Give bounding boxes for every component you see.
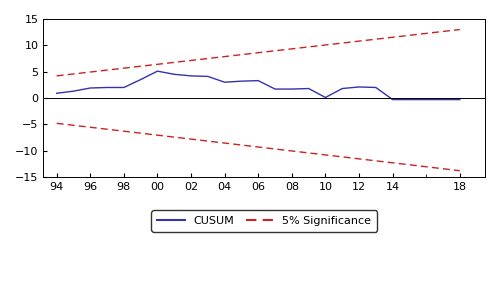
CUSUM	[88, 86, 94, 90]
CUSUM	[272, 87, 278, 91]
CUSUM	[154, 69, 160, 73]
CUSUM	[172, 72, 177, 76]
CUSUM	[70, 89, 76, 93]
CUSUM	[306, 87, 312, 90]
CUSUM	[339, 87, 345, 90]
CUSUM	[121, 86, 127, 89]
CUSUM	[390, 98, 396, 101]
CUSUM	[138, 78, 143, 81]
CUSUM	[356, 85, 362, 89]
CUSUM	[104, 86, 110, 89]
CUSUM	[238, 79, 244, 83]
CUSUM	[54, 91, 60, 95]
CUSUM	[373, 86, 379, 89]
CUSUM	[188, 74, 194, 78]
CUSUM	[322, 96, 328, 99]
CUSUM	[222, 80, 228, 84]
Line: CUSUM: CUSUM	[56, 71, 460, 99]
CUSUM	[289, 87, 295, 91]
CUSUM	[457, 98, 463, 101]
CUSUM	[255, 79, 261, 83]
Legend: CUSUM, 5% Significance: CUSUM, 5% Significance	[152, 210, 377, 231]
CUSUM	[205, 75, 211, 78]
